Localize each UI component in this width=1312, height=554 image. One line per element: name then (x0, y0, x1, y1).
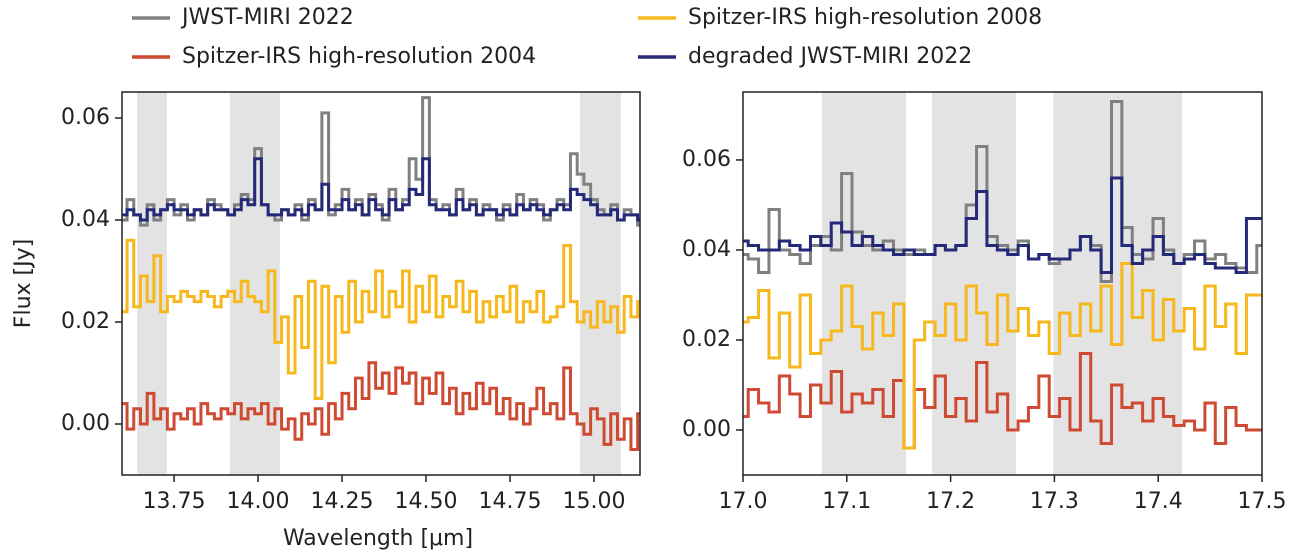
series-line (122, 157, 640, 222)
x-axis-label: Wavelength [μm] (283, 526, 473, 551)
shaded-span (821, 92, 906, 475)
y-tick-label: 0.02 (682, 327, 731, 352)
y-tick-label: 0.00 (682, 417, 731, 442)
y-axis-label: Flux [Jy] (11, 239, 36, 328)
x-tick-label: 14.25 (311, 489, 374, 514)
x-tick-label: 14.00 (227, 489, 290, 514)
y-tick-label: 0.04 (682, 237, 731, 262)
series-line (122, 238, 640, 400)
plot-area (743, 92, 1262, 475)
x-tick-label: 17.4 (1134, 489, 1183, 514)
legend-label: Spitzer-IRS high-resolution 2004 (182, 44, 536, 69)
x-tick-label: 14.50 (395, 489, 458, 514)
y-tick-label: 0.00 (61, 411, 110, 436)
x-tick-label: 17.1 (822, 489, 871, 514)
legend-label: degraded JWST-MIRI 2022 (688, 44, 972, 69)
x-tick-label: 14.75 (479, 489, 542, 514)
axes-frame (742, 91, 1263, 476)
x-tick-label: 13.75 (143, 489, 206, 514)
legend-label: JWST-MIRI 2022 (180, 5, 354, 30)
y-tick-label: 0.02 (61, 309, 110, 334)
x-tick-label: 17.0 (719, 489, 768, 514)
x-tick-label: 15.00 (562, 489, 625, 514)
x-tick-label: 17.5 (1238, 489, 1287, 514)
plot-area (122, 92, 640, 475)
axes-frame (121, 91, 641, 476)
x-tick-label: 17.3 (1030, 489, 1079, 514)
series-line (122, 361, 640, 451)
series-line (743, 261, 1262, 450)
shaded-span (1053, 92, 1183, 475)
y-tick-label: 0.06 (682, 147, 731, 172)
series-line (743, 176, 1262, 274)
series-line (122, 96, 640, 227)
series-line (743, 351, 1262, 450)
y-tick-label: 0.06 (61, 105, 110, 130)
x-tick-label: 17.2 (926, 489, 975, 514)
y-tick-label: 0.04 (61, 207, 110, 232)
shaded-span (579, 92, 621, 475)
legend-label: Spitzer-IRS high-resolution 2008 (688, 5, 1042, 30)
